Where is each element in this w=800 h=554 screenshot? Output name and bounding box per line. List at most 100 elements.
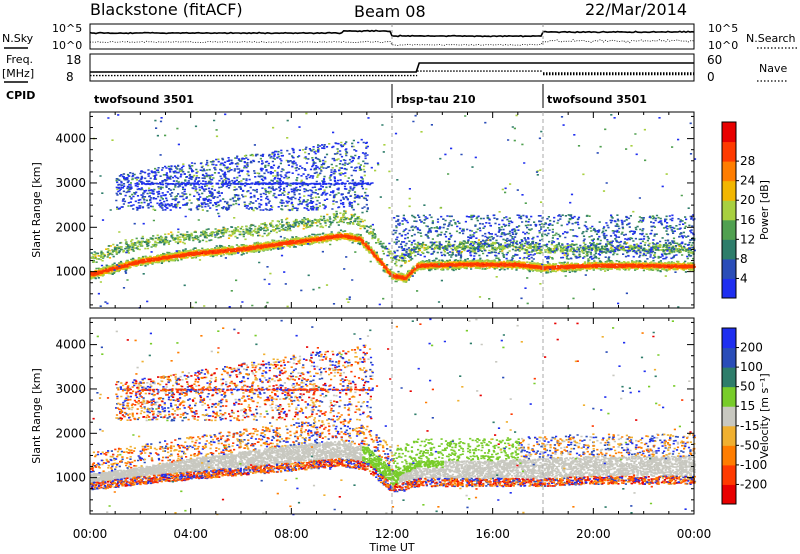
cpid-segment-label: rbsp-tau 210 [396,93,476,106]
noise-panel: N.Sky 10^5 10^0 10^5 10^0 N.Search [2,22,797,52]
velocity-colorbar-label: Velocity [m s⁻¹] [758,373,771,458]
power-colorbar-tick-label: 28 [740,154,755,168]
nsearch-trace [89,38,695,46]
velocity-colorbar-swatch [722,328,736,349]
time-axis-label: Time UT [368,541,414,554]
power-colorbar-tick-label: 24 [740,174,755,188]
power-colorbar-swatch [722,122,736,143]
noise-left-label: N.Sky [2,32,34,45]
velocity-colorbar-tick-label: -100 [740,458,767,472]
cpid-segment-label: twofsound 3501 [547,93,647,106]
power-colorbar-label: Power [dB] [758,180,771,240]
velocity-cells [90,318,697,515]
freq-trace [90,62,694,73]
power-panel: 1000 2000 3000 4000 Slant Range [km] 4 8 12 16… [30,111,771,310]
velocity-colorbar-tick-label: 100 [740,360,763,374]
velocity-colorbar-swatch [722,406,736,427]
velocity-colorbar-swatch [722,347,736,368]
station-title: Blackstone (fitACF) [90,0,243,19]
velocity-ytick-label: 4000 [55,338,86,352]
velocity-ylabel: Slant Range [km] [30,368,43,464]
velocity-axes: 1000 2000 3000 4000 [55,318,695,514]
freq-tick-top: 18 [66,53,81,67]
power-colorbar-swatch [722,219,736,240]
power-cells [90,115,696,310]
velocity-colorbar-tick-label: 50 [740,380,755,394]
time-tick-label: 16:00 [475,527,510,541]
power-colorbar-tick-label: 20 [740,193,755,207]
power-colorbar-swatch [722,200,736,221]
date-title: 22/Mar/2014 [585,0,687,19]
power-ytick-label: 4000 [55,132,86,146]
noise-traces [89,24,695,49]
noise-ytick-top-left: 10^5 [52,22,82,35]
power-colorbar-swatch [722,258,736,279]
velocity-panel: 1000 2000 3000 4000 Slant Range [km] 200 100… [30,317,771,516]
power-colorbar-swatch [722,239,736,260]
cpid-label: CPID [6,89,35,102]
time-tick-label: 04:00 [173,527,208,541]
freq-label-top: Freq. [6,53,33,66]
velocity-colorbar-swatch [722,464,736,485]
power-colorbar-tick-label: 4 [740,271,748,285]
power-cells [99,114,696,308]
power-colorbar-swatch [722,180,736,201]
noise-ytick-top-right: 10^5 [708,22,738,35]
power-axes: 1000 2000 3000 4000 [55,112,695,308]
velocity-scatter [90,318,697,516]
velocity-colorbar-swatch [722,367,736,388]
power-colorbar-tick-label: 16 [740,213,755,227]
velocity-colorbar-tick-label: 200 [740,341,763,355]
velocity-ytick-label: 1000 [55,471,86,485]
power-colorbar-swatch [722,141,736,162]
time-axis: 00:00 04:00 08:00 12:00 16:00 20:00 00:00 [73,527,712,541]
cpid-segment-label: twofsound 3501 [94,93,194,106]
time-tick-label: 08:00 [274,527,309,541]
velocity-colorbar-frame [721,327,737,505]
velocity-colorbar-tick-label: -200 [740,477,767,491]
noise-ytick-bot-left: 10^0 [52,39,82,52]
nave-tick-bot: 0 [707,70,715,84]
velocity-colorbar-swatch [722,425,736,446]
time-tick-label: 20:00 [576,527,611,541]
velocity-ytick-label: 3000 [55,382,86,396]
velocity-colorbar-swatch [722,484,736,505]
velocity-colorbar: 200 100 50 15 -15 -50 -100 -200 [721,327,767,505]
noise-right-label: N.Search [746,32,796,45]
cpid-segments: twofsound 3501 rbsp-tau 210 twofsound 3501 [94,84,647,108]
velocity-colorbar-swatch [722,445,736,466]
freq-tick-bot: 8 [66,70,74,84]
beam-title: Beam 08 [354,2,426,21]
velocity-colorbar-swatch [722,386,736,407]
power-ytick-label: 3000 [55,176,86,190]
freq-panel: Freq. [MHz] 18 8 60 0 Nave [2,53,787,84]
velocity-ytick-label: 2000 [55,426,86,440]
velocity-colorbar-tick-label: -50 [740,438,760,452]
nave-label: Nave [759,62,787,75]
power-ytick-label: 1000 [55,265,86,279]
freq-traces [90,62,694,77]
time-tick-label: 00:00 [73,527,108,541]
noise-ytick-bot-right: 10^0 [708,39,738,52]
nave-tick-top: 60 [707,53,722,67]
time-tick-label: 00:00 [677,527,712,541]
time-tick-label: 12:00 [375,527,410,541]
nsky-trace [89,29,695,38]
velocity-colorbar-tick-label: 15 [740,399,755,413]
power-colorbar: 4 8 12 16 20 24 28 [721,121,755,299]
velocity-cells [96,320,681,512]
cpid-row: CPID twofsound 3501 rbsp-tau 210 twofsound… [6,84,647,108]
power-colorbar-swatch [722,161,736,182]
power-ytick-label: 2000 [55,220,86,234]
power-ylabel: Slant Range [km] [30,162,43,258]
power-cells [90,234,696,281]
power-colorbar-tick-label: 8 [740,252,748,266]
power-colorbar-swatch [722,278,736,299]
velocity-cells [90,323,695,492]
power-colorbar-tick-label: 12 [740,232,755,246]
power-scatter [90,112,697,310]
power-colorbar-frame [721,121,737,299]
velocity-colorbar-tick-label: -15 [740,419,760,433]
velocity-cells [90,336,696,516]
